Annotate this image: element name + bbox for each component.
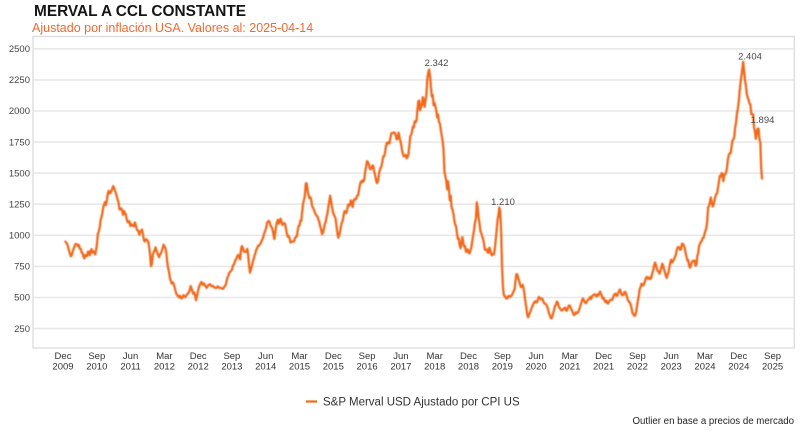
- svg-text:2012: 2012: [154, 362, 175, 373]
- svg-text:2011: 2011: [120, 362, 140, 373]
- svg-text:2020: 2020: [526, 362, 547, 373]
- svg-text:Dec: Dec: [595, 351, 612, 362]
- svg-text:2016: 2016: [357, 362, 378, 373]
- svg-text:Dec: Dec: [190, 351, 207, 362]
- svg-text:2013: 2013: [221, 362, 242, 373]
- svg-text:2012: 2012: [188, 362, 209, 373]
- svg-text:Mar: Mar: [427, 351, 443, 362]
- svg-text:2000: 2000: [9, 106, 30, 117]
- svg-text:Sep: Sep: [223, 351, 240, 362]
- svg-text:2021: 2021: [593, 362, 614, 373]
- svg-text:2024: 2024: [728, 362, 749, 373]
- svg-text:500: 500: [14, 293, 30, 304]
- svg-text:2009: 2009: [52, 362, 73, 373]
- svg-text:Sep: Sep: [494, 351, 511, 362]
- svg-text:Mar: Mar: [291, 351, 307, 362]
- svg-text:Jun: Jun: [123, 351, 138, 362]
- svg-text:2017: 2017: [390, 362, 411, 373]
- svg-text:250: 250: [14, 324, 30, 335]
- svg-text:1750: 1750: [9, 137, 30, 148]
- svg-text:2021: 2021: [559, 362, 580, 373]
- svg-text:2024: 2024: [694, 362, 715, 373]
- svg-text:Jun: Jun: [258, 351, 273, 362]
- svg-text:2015: 2015: [323, 362, 344, 373]
- svg-text:2015: 2015: [289, 362, 310, 373]
- svg-text:1500: 1500: [9, 168, 30, 179]
- svg-text:Jun: Jun: [664, 351, 679, 362]
- svg-text:1000: 1000: [9, 231, 30, 242]
- svg-text:MERVAL A CCL CONSTANTE: MERVAL A CCL CONSTANTE: [34, 3, 246, 20]
- svg-text:Outlier en base a precios de m: Outlier en base a precios de mercado: [632, 416, 794, 427]
- svg-text:Jun: Jun: [528, 351, 543, 362]
- svg-text:Mar: Mar: [156, 351, 172, 362]
- svg-text:Sep: Sep: [629, 351, 646, 362]
- svg-text:750: 750: [14, 262, 30, 273]
- svg-text:2010: 2010: [86, 362, 107, 373]
- svg-text:2018: 2018: [424, 362, 445, 373]
- svg-text:2250: 2250: [9, 75, 30, 86]
- svg-text:Sep: Sep: [88, 351, 105, 362]
- svg-text:Dec: Dec: [730, 351, 747, 362]
- svg-text:Dec: Dec: [325, 351, 342, 362]
- svg-text:Sep: Sep: [359, 351, 376, 362]
- svg-text:Jun: Jun: [393, 351, 408, 362]
- svg-text:Dec: Dec: [55, 351, 72, 362]
- svg-text:2023: 2023: [661, 362, 682, 373]
- svg-text:2018: 2018: [458, 362, 479, 373]
- svg-text:Mar: Mar: [697, 351, 713, 362]
- svg-text:1250: 1250: [9, 199, 30, 210]
- svg-text:2019: 2019: [492, 362, 513, 373]
- svg-text:Ajustado por inflación USA. Va: Ajustado por inflación USA. Valores al: …: [32, 21, 313, 35]
- svg-text:2025: 2025: [762, 362, 783, 373]
- svg-text:S&P Merval USD Ajustado por CP: S&P Merval USD Ajustado por CPI US: [323, 397, 520, 409]
- svg-text:Dec: Dec: [460, 351, 477, 362]
- svg-text:Mar: Mar: [562, 351, 578, 362]
- svg-text:2.404: 2.404: [738, 52, 762, 63]
- svg-text:2022: 2022: [627, 362, 648, 373]
- svg-text:Sep: Sep: [764, 351, 781, 362]
- svg-text:1.210: 1.210: [491, 197, 515, 208]
- svg-text:2.342: 2.342: [425, 58, 449, 69]
- svg-text:1.894: 1.894: [751, 115, 775, 126]
- svg-text:2500: 2500: [9, 44, 30, 55]
- svg-text:2014: 2014: [255, 362, 276, 373]
